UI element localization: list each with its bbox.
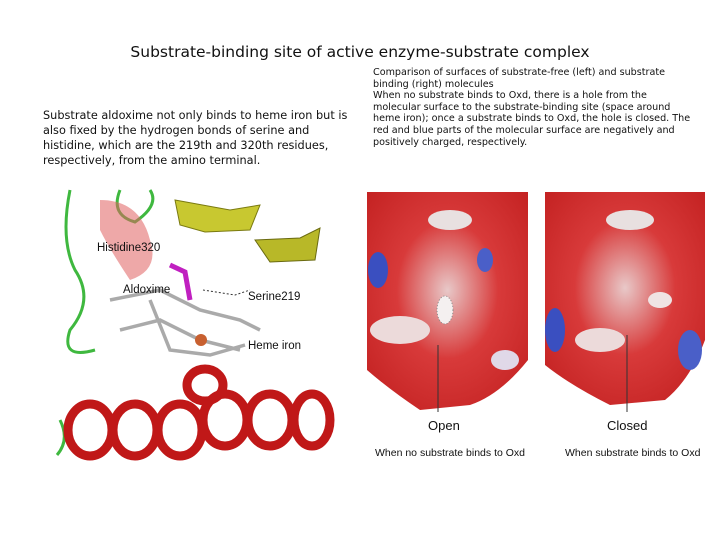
structure-label: Aldoxime [123, 284, 170, 296]
surface-closed: Closed When substrate binds to Oxd [545, 192, 705, 459]
panel-label: Closed [607, 418, 647, 433]
structure-label: Serine219 [248, 291, 300, 303]
paragraph: Comparison of surfaces of substrate-free… [373, 67, 666, 90]
right-description: Comparison of surfaces of substrate-free… [373, 67, 691, 148]
panel-caption: When no substrate binds to Oxd [375, 447, 525, 459]
panel-label: Open [428, 418, 460, 433]
structure-figure: Histidine320 Aldoxime Serine219 Heme iro… [55, 185, 335, 467]
panel-caption: When substrate binds to Oxd [565, 447, 701, 459]
slide-title: Substrate-binding site of active enzyme-… [130, 43, 590, 61]
structure-label: Histidine320 [97, 242, 160, 254]
surface-open: Open When no substrate binds to Oxd [367, 192, 528, 459]
paragraph: When no substrate binds to Oxd, there is… [373, 90, 691, 148]
structure-label: Heme iron [248, 340, 301, 352]
left-description: Substrate aldoxime not only binds to hem… [43, 109, 348, 167]
